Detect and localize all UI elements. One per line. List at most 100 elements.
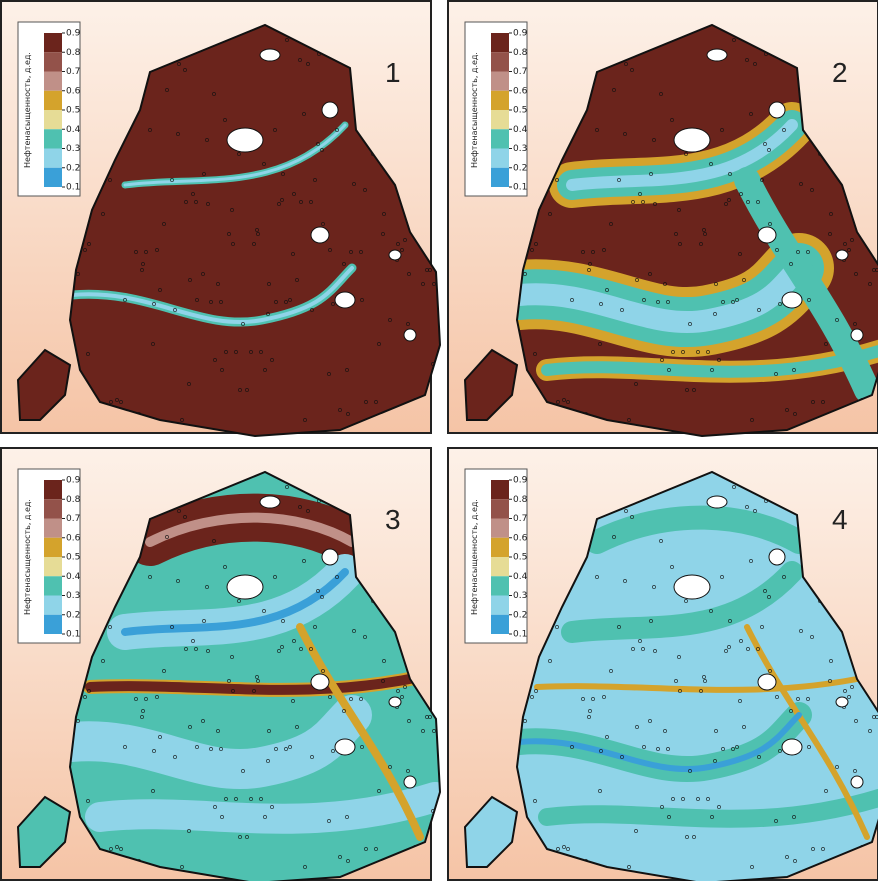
hole (758, 674, 776, 690)
legend-swatch (44, 129, 62, 148)
legend-tick-label: 0.9 (513, 29, 528, 39)
legend-swatch (44, 91, 62, 110)
hole (322, 102, 338, 118)
hole (851, 329, 863, 341)
legend-tick-label: 0.5 (513, 106, 527, 116)
hole (322, 549, 338, 565)
legend-tick-label: 0.4 (513, 125, 528, 135)
legend: Нефтенасыщенность, д.ед. 0.9 0.8 0.7 0.6 0.5 0… (465, 469, 528, 643)
map-panel: 3Нефтенасыщенность, д.ед.0.90.80.70.60.5… (1, 448, 440, 881)
legend-tick-label: 0.2 (66, 610, 80, 620)
legend-tick-label: 0.8 (513, 495, 528, 505)
legend-tick-label: 0.6 (513, 533, 528, 543)
panel-number: 2 (832, 57, 848, 88)
legend-swatch (491, 33, 509, 52)
hole (782, 292, 802, 308)
legend-tick-label: 0.2 (513, 610, 527, 620)
legend-swatch (44, 72, 62, 91)
legend-tick-label: 0.7 (66, 514, 80, 524)
figure: 1 Нефтенасыщенность, д.ед. 0.9 0.8 0.7 0.6 0.5… (0, 0, 878, 881)
legend-swatch (491, 72, 509, 91)
legend-tick-label: 0.4 (66, 125, 81, 135)
legend-tick-label: 0.2 (66, 163, 80, 173)
legend-swatch (44, 576, 62, 595)
hole (335, 292, 355, 308)
hole (674, 575, 710, 599)
hole (782, 739, 802, 755)
legend-tick-label: 0.3 (66, 144, 80, 154)
legend-tick-label: 0.8 (66, 48, 81, 58)
well (435, 555, 438, 558)
hole (227, 128, 263, 152)
legend-tick-label: 0.5 (66, 553, 80, 563)
legend-swatch (491, 480, 509, 499)
hole (260, 496, 280, 508)
hole (769, 549, 785, 565)
legend-tick-label: 0.2 (513, 163, 527, 173)
hole (707, 496, 727, 508)
legend: Нефтенасыщенность, д.ед.0.90.80.70.60.50… (18, 469, 81, 643)
hole (758, 227, 776, 243)
hole (311, 674, 329, 690)
legend-tick-label: 0.6 (513, 86, 528, 96)
legend-tick-label: 0.1 (66, 183, 80, 193)
legend-swatch (491, 557, 509, 576)
hole (311, 227, 329, 243)
hole (769, 102, 785, 118)
legend-tick-label: 0.4 (513, 572, 528, 582)
legend-swatch (491, 168, 509, 187)
legend-tick-label: 0.6 (66, 86, 81, 96)
legend-swatch (491, 576, 509, 595)
hole (674, 128, 710, 152)
legend-swatch (491, 538, 509, 557)
legend-swatch (44, 480, 62, 499)
hole (404, 329, 416, 341)
legend-tick-label: 0.3 (513, 591, 527, 601)
hole (836, 250, 848, 260)
legend-swatch (44, 538, 62, 557)
legend-tick-label: 0.7 (513, 67, 527, 77)
legend-tick-label: 0.7 (66, 67, 80, 77)
hole (389, 697, 401, 707)
map-panel: 1Нефтенасыщенность, д.ед.0.90.80.70.60.5… (1, 1, 440, 436)
legend-swatch (44, 168, 62, 187)
legend-tick-label: 0.1 (513, 630, 527, 640)
legend-tick-label: 0.5 (513, 553, 527, 563)
legend-swatch (44, 33, 62, 52)
legend-swatch (491, 149, 509, 168)
legend-tick-label: 0.8 (66, 495, 81, 505)
hole (335, 739, 355, 755)
legend-swatch (491, 110, 509, 129)
legend-swatch (44, 596, 62, 615)
legend-title: Нефтенасыщенность, д.ед. (470, 52, 479, 168)
panel-number: 1 (385, 57, 401, 88)
legend-swatch (44, 519, 62, 538)
hole (227, 575, 263, 599)
panel-number: 4 (832, 504, 848, 535)
legend-tick-label: 0.7 (513, 514, 527, 524)
legend-swatch (491, 519, 509, 538)
legend-tick-label: 0.5 (66, 106, 80, 116)
legend-tick-label: 0.1 (66, 630, 80, 640)
legend-swatch (491, 499, 509, 518)
legend-tick-label: 0.3 (513, 144, 527, 154)
hole (851, 776, 863, 788)
hole (707, 49, 727, 61)
legend-tick-label: 0.9 (513, 476, 528, 486)
legend-tick-label: 0.1 (513, 183, 527, 193)
legend-tick-label: 0.9 (66, 29, 81, 39)
legend: Нефтенасыщенность, д.ед.0.90.80.70.60.50… (18, 22, 81, 196)
legend-swatch (44, 499, 62, 518)
legend-tick-label: 0.4 (66, 572, 81, 582)
hole (404, 776, 416, 788)
hole (389, 250, 401, 260)
legend-tick-label: 0.3 (66, 591, 80, 601)
hole (836, 697, 848, 707)
legend-swatch (44, 557, 62, 576)
legend-title: Нефтенасыщенность, д.ед. (470, 499, 479, 615)
legend-swatch (491, 615, 509, 634)
legend-swatch (44, 52, 62, 71)
legend-swatch (44, 110, 62, 129)
legend: Нефтенасыщенность, д.ед.0.90.80.70.60.50… (465, 22, 528, 196)
